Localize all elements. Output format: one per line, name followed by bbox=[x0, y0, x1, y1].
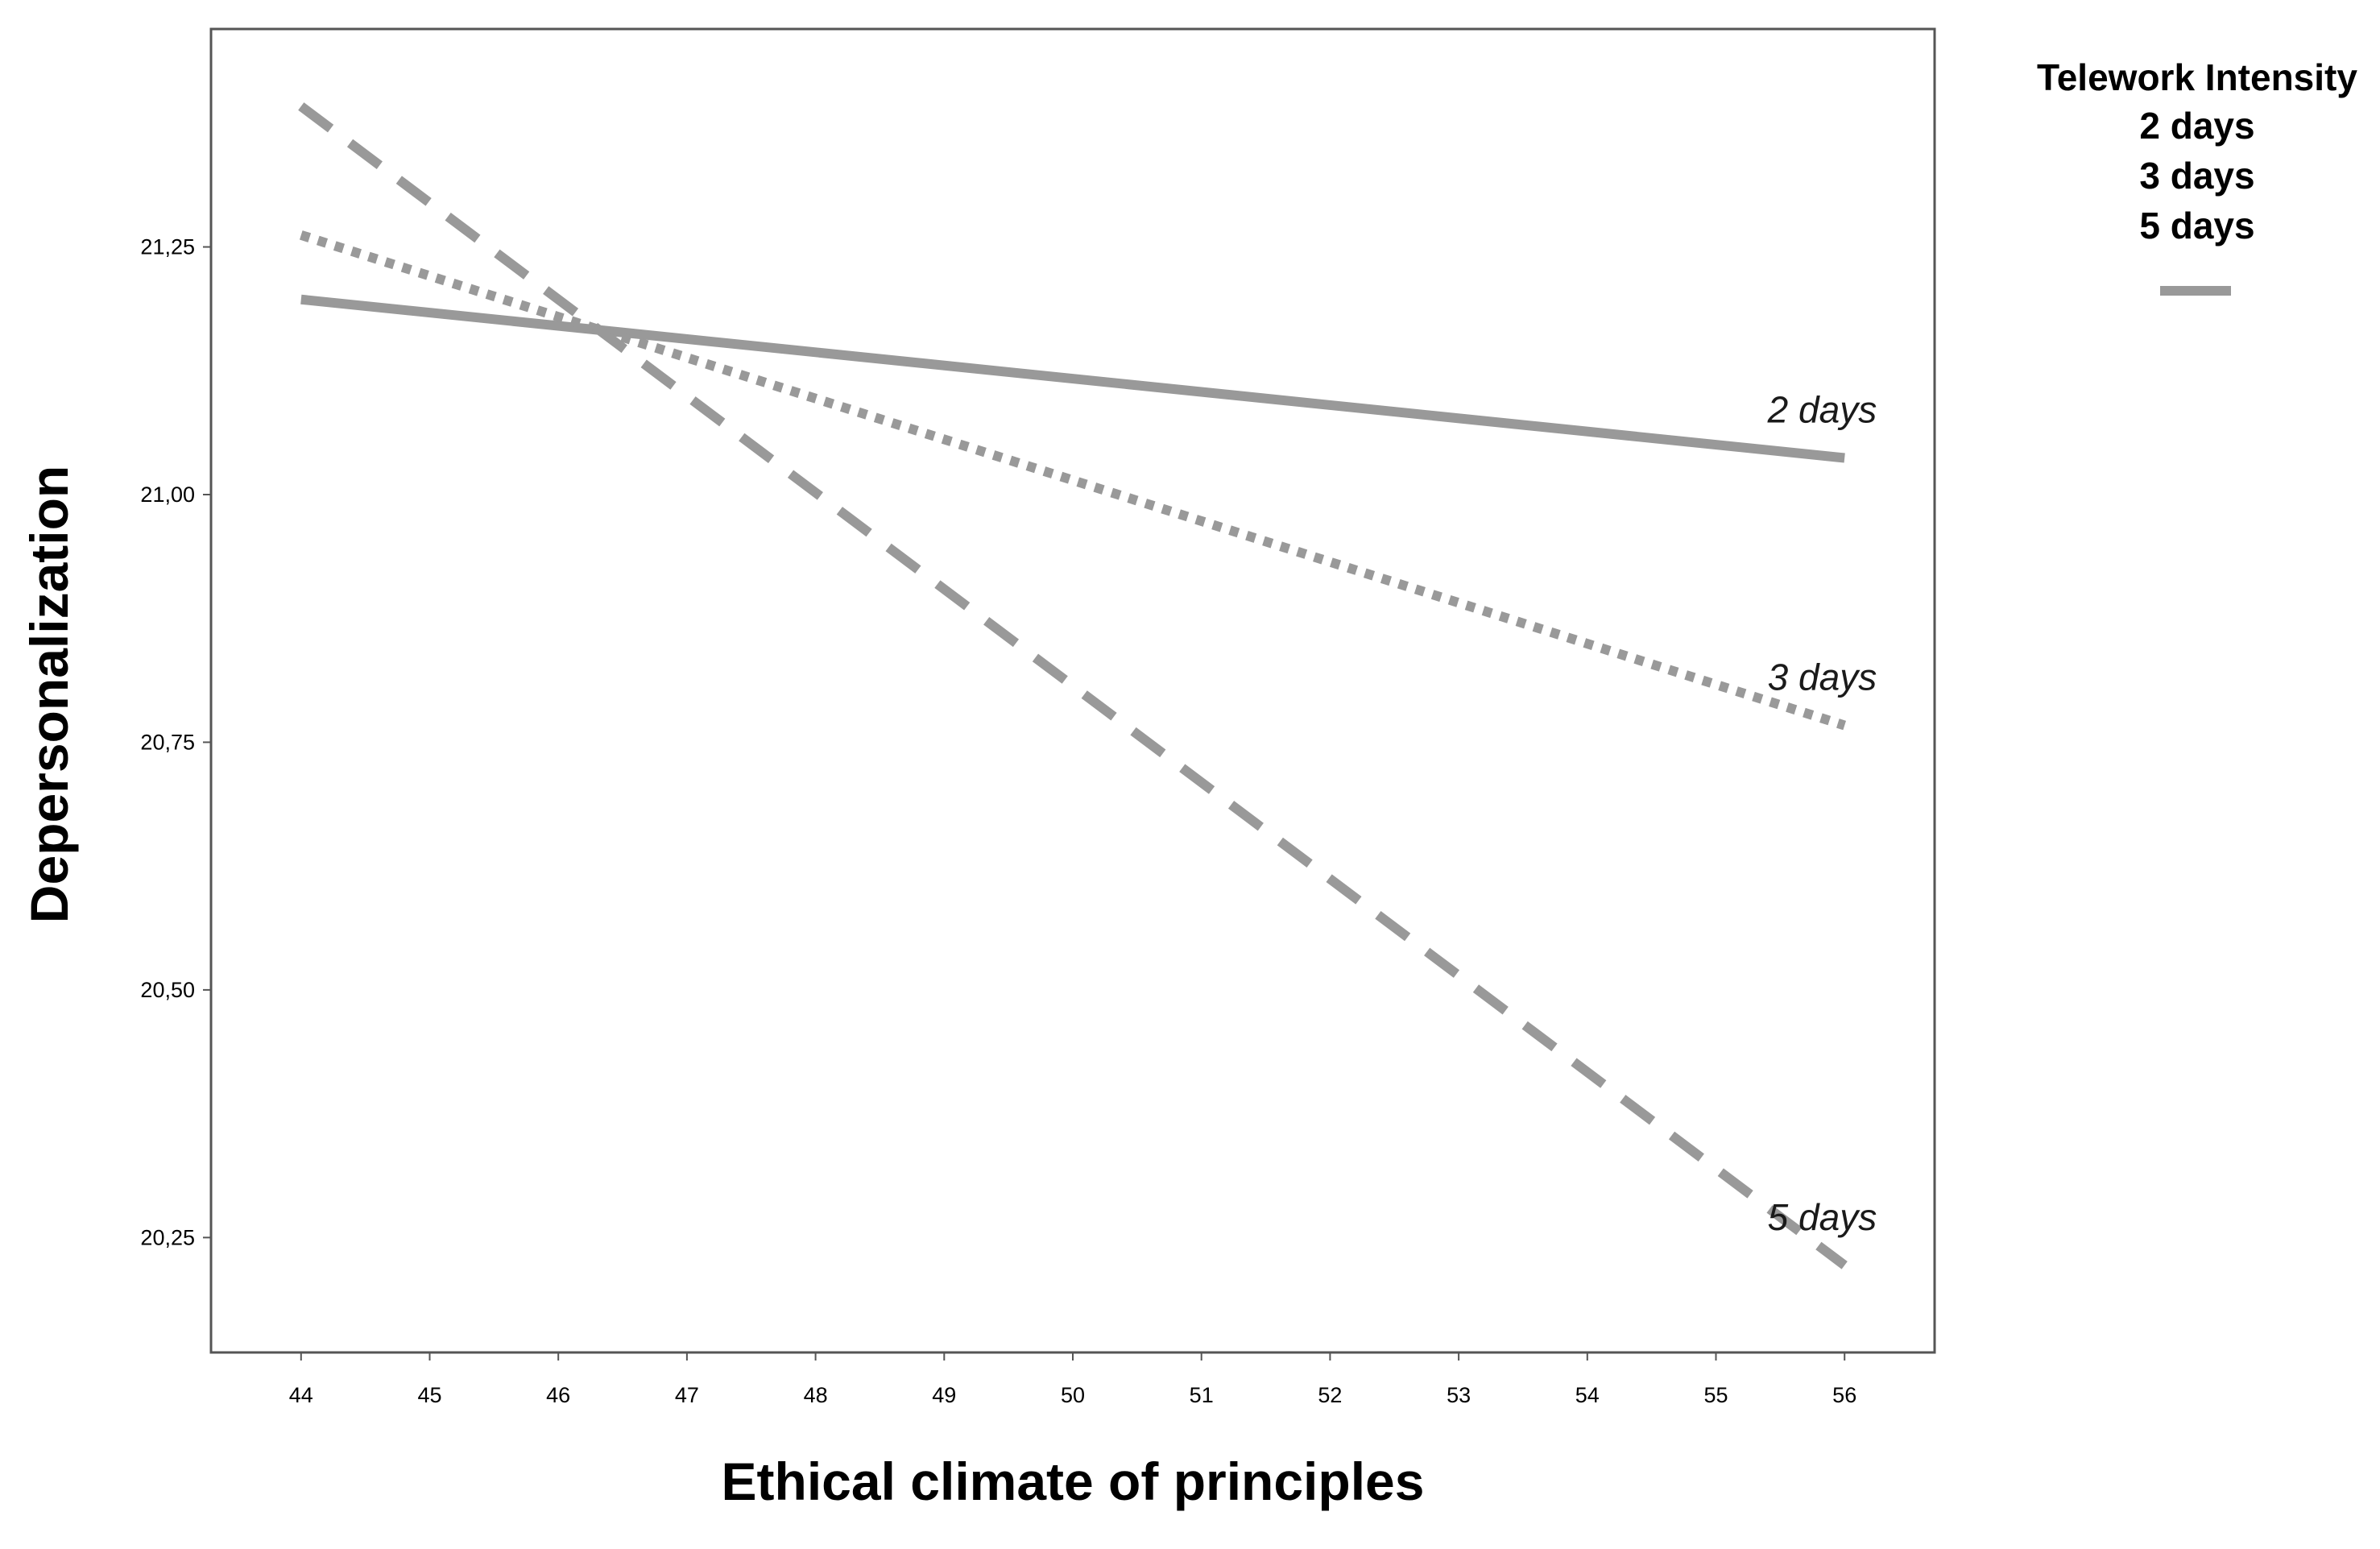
x-axis-ticks: 44 45 46 47 48 49 50 51 52 53 54 55 56 bbox=[289, 1352, 1856, 1407]
y-axis-ticks: 20,25 20,50 20,75 21,00 21,25 bbox=[140, 235, 211, 1249]
x-tick-label: 51 bbox=[1190, 1383, 1214, 1407]
legend-entry-2-days: 2 days bbox=[2139, 105, 2254, 147]
series-line-3-days bbox=[299, 230, 1847, 731]
legend-entry-3-days: 3 days bbox=[2139, 155, 2254, 197]
series-label-3-days: 3 days bbox=[1768, 656, 1877, 698]
legend: Telework Intensity 2 days 3 days 5 days bbox=[2037, 56, 2357, 296]
x-tick-label: 54 bbox=[1575, 1383, 1600, 1407]
x-tick-label: 47 bbox=[675, 1383, 699, 1407]
x-tick-label: 46 bbox=[546, 1383, 570, 1407]
x-tick-label: 48 bbox=[804, 1383, 828, 1407]
y-tick-label: 20,75 bbox=[140, 730, 195, 754]
y-axis-title: Depersonalization bbox=[19, 466, 79, 923]
y-tick-label: 21,00 bbox=[140, 483, 195, 507]
x-tick-label: 56 bbox=[1832, 1383, 1856, 1407]
x-tick-label: 53 bbox=[1447, 1383, 1471, 1407]
series-label-5-days: 5 days bbox=[1768, 1196, 1877, 1238]
series-line-5-days bbox=[298, 102, 1848, 1269]
legend-entry-5-days: 5 days bbox=[2139, 205, 2254, 246]
x-tick-label: 45 bbox=[417, 1383, 441, 1407]
y-tick-label: 20,50 bbox=[140, 978, 195, 1002]
x-tick-label: 44 bbox=[289, 1383, 313, 1407]
legend-title: Telework Intensity bbox=[2037, 56, 2357, 98]
y-tick-label: 20,25 bbox=[140, 1225, 195, 1249]
x-tick-label: 52 bbox=[1318, 1383, 1342, 1407]
series-label-2-days: 2 days bbox=[1767, 388, 1877, 430]
x-axis-title: Ethical climate of principles bbox=[722, 1452, 1425, 1511]
x-tick-label: 55 bbox=[1703, 1383, 1728, 1407]
series-labels: 2 days 3 days 5 days bbox=[1767, 388, 1877, 1237]
x-tick-label: 50 bbox=[1061, 1383, 1085, 1407]
x-tick-label: 49 bbox=[932, 1383, 956, 1407]
series-line-2-days bbox=[300, 294, 1845, 463]
series-lines bbox=[298, 102, 1848, 1269]
y-tick-label: 21,25 bbox=[140, 235, 195, 259]
